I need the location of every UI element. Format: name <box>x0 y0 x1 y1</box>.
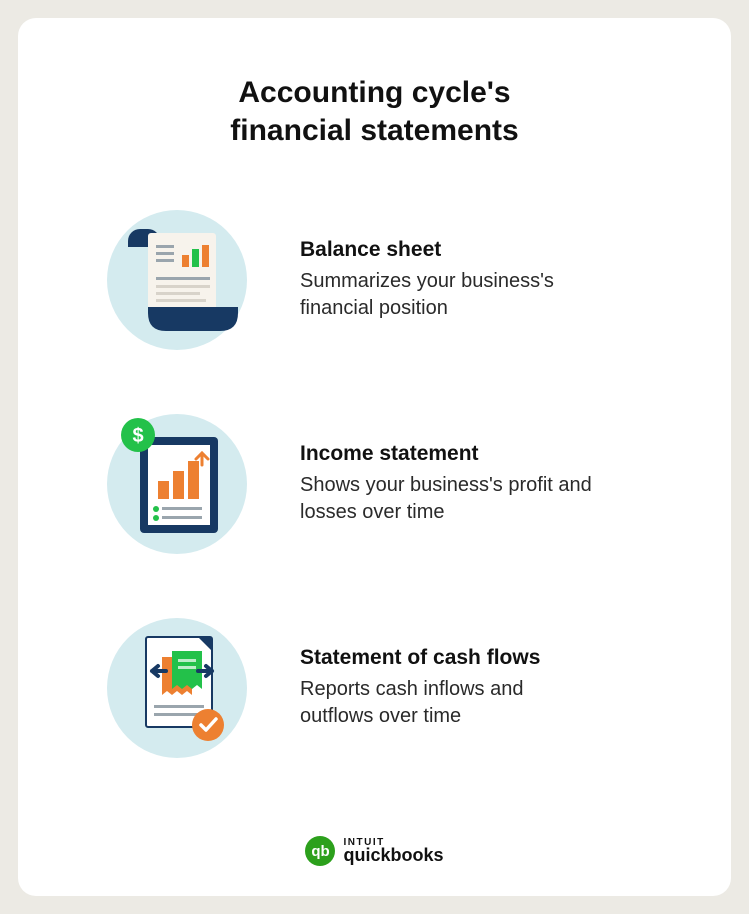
svg-text:$: $ <box>132 425 143 447</box>
item-title: Statement of cash flows <box>300 646 671 670</box>
item-text: Income statement Shows your business's p… <box>300 442 671 526</box>
list-item: $ Income statement Shows your business's… <box>102 409 671 559</box>
list-item: Statement of cash flows Reports cash inf… <box>102 613 671 763</box>
balance-sheet-icon <box>102 205 252 355</box>
title-line-1: Accounting cycle's <box>238 76 510 109</box>
item-title: Balance sheet <box>300 238 671 262</box>
items-list: Balance sheet Summarizes your business's… <box>78 205 671 816</box>
brand-product: quickbooks <box>343 846 443 864</box>
item-desc: Summarizes your business's financial pos… <box>300 268 600 322</box>
logo-badge-text: qb <box>311 843 329 860</box>
infographic-card: Accounting cycle's financial statements <box>18 18 731 896</box>
title-line-2: financial statements <box>230 114 518 147</box>
item-desc: Shows your business's profit and losses … <box>300 472 600 526</box>
item-text: Balance sheet Summarizes your business's… <box>300 238 671 322</box>
item-title: Income statement <box>300 442 671 466</box>
item-desc: Reports cash inflows and outflows over t… <box>300 676 600 730</box>
item-text: Statement of cash flows Reports cash inf… <box>300 646 671 730</box>
brand-text: INTUIT quickbooks <box>343 838 443 864</box>
page-title: Accounting cycle's financial statements <box>78 74 671 149</box>
list-item: Balance sheet Summarizes your business's… <box>102 205 671 355</box>
brand-footer: qb INTUIT quickbooks <box>78 836 671 866</box>
income-statement-icon: $ <box>102 409 252 559</box>
cash-flow-icon <box>102 613 252 763</box>
quickbooks-logo-icon: qb <box>305 836 335 866</box>
